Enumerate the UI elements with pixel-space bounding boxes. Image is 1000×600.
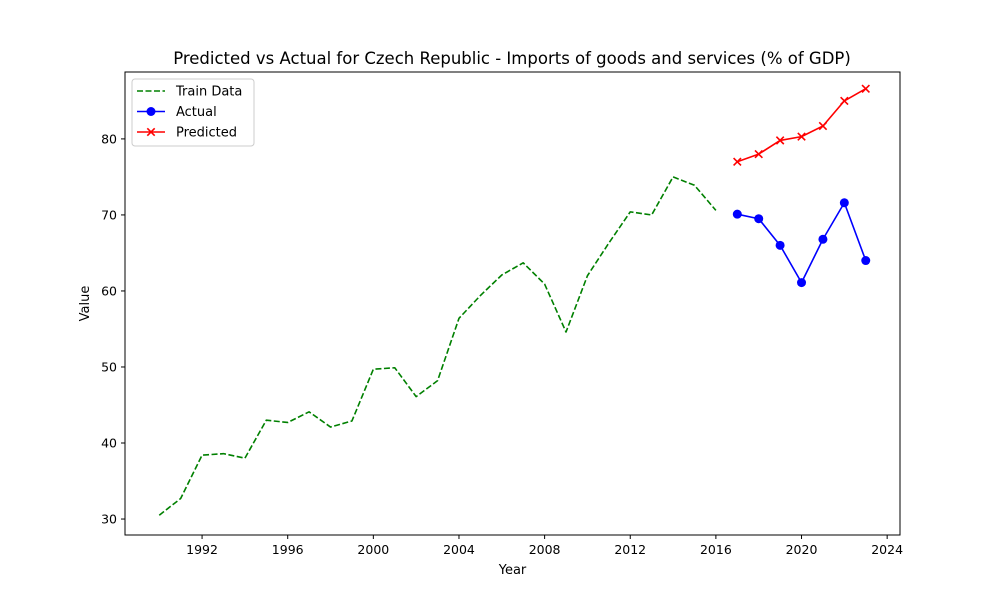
data-point-actual <box>861 256 871 266</box>
y-tick-label: 80 <box>101 131 117 146</box>
plot-area: 1992 1996 2000 2004 2008 2012 2016 2020 2024 30 4… <box>101 71 903 557</box>
x-tick-label: 2000 <box>357 542 389 557</box>
x-tick-label: 2012 <box>614 542 646 557</box>
data-point-actual <box>797 278 807 288</box>
legend-label-predicted: Predicted <box>176 126 237 141</box>
x-tick-label: 2024 <box>871 542 903 557</box>
legend-label-train-data: Train Data <box>175 85 242 100</box>
data-point-predicted <box>775 136 785 145</box>
data-point-actual <box>839 198 849 208</box>
series-layer <box>158 84 871 516</box>
x-tick-label: 2020 <box>786 542 818 557</box>
legend-marker-actual <box>146 107 156 116</box>
y-axis-label: Value <box>78 286 93 322</box>
legend-marker-predicted <box>146 127 156 137</box>
x-axis-label: Year <box>498 563 527 578</box>
data-point-actual <box>818 234 828 244</box>
y-tick-label: 50 <box>101 359 117 374</box>
y-tick-label: 70 <box>101 207 117 222</box>
y-tick-label: 40 <box>101 436 117 451</box>
data-point-predicted <box>754 149 763 159</box>
x-tick-label: 2008 <box>529 542 561 557</box>
data-point-predicted <box>733 157 742 166</box>
x-tick-label: 1996 <box>272 542 304 557</box>
y-axis: 30 40 50 60 70 80 <box>101 131 125 527</box>
data-point-predicted <box>840 96 849 106</box>
data-point-predicted <box>861 84 871 93</box>
x-tick-label: 1992 <box>186 542 218 557</box>
legend: Train Data Actual Predicted <box>131 78 255 147</box>
data-point-actual <box>754 214 764 224</box>
x-tick-label: 2004 <box>443 542 475 557</box>
y-tick-label: 30 <box>101 512 117 527</box>
legend-label-actual: Actual <box>176 105 217 120</box>
series-line-train-data <box>158 176 717 516</box>
x-tick-label: 2016 <box>700 542 732 557</box>
chart-title: Predicted vs Actual for Czech Republic -… <box>173 49 851 68</box>
y-tick-label: 60 <box>101 283 117 298</box>
legend-box <box>131 78 255 147</box>
data-point-actual <box>775 240 785 250</box>
data-point-predicted <box>797 132 806 141</box>
x-axis: 1992 1996 2000 2004 2008 2012 2016 2020 2024 <box>186 535 903 557</box>
data-point-actual <box>732 209 742 219</box>
data-point-predicted <box>818 121 828 131</box>
axes-frame <box>124 71 901 536</box>
